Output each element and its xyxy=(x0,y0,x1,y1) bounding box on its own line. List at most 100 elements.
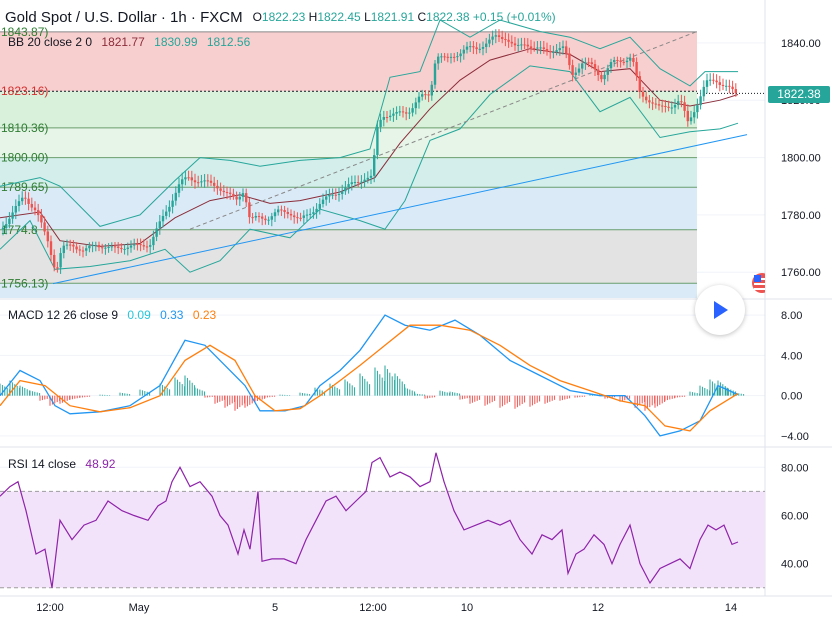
candle-body xyxy=(187,177,190,179)
candle-body xyxy=(561,46,565,49)
candle-body xyxy=(206,180,209,182)
candle-body xyxy=(184,177,187,180)
candle-body xyxy=(229,192,232,194)
candle-body xyxy=(568,53,571,66)
candle-body xyxy=(72,244,75,247)
candle-body xyxy=(734,89,737,94)
candle-body xyxy=(459,53,462,57)
candle-body xyxy=(651,102,654,104)
candle-body xyxy=(254,216,257,218)
candle-body xyxy=(334,194,337,196)
y-tick-label: −4.00 xyxy=(781,431,809,443)
candle-body xyxy=(369,175,373,178)
candle-body xyxy=(69,244,72,246)
macd-legend[interactable]: MACD 12 26 close 9 0.09 0.33 0.23 xyxy=(8,308,216,322)
candle-body xyxy=(165,211,168,216)
candle-body xyxy=(462,49,465,54)
candle-body xyxy=(296,217,299,219)
candle-body xyxy=(456,56,459,58)
candle-body xyxy=(501,37,504,39)
candle-body xyxy=(17,201,21,206)
y-tick-label: 80.00 xyxy=(781,462,809,474)
candle-body xyxy=(133,244,136,246)
candle-body xyxy=(693,112,696,118)
candle-body xyxy=(107,246,110,248)
candle-body xyxy=(85,248,88,251)
candle-body xyxy=(129,245,133,248)
candle-body xyxy=(142,245,145,247)
candle-body xyxy=(363,179,366,182)
bb-legend[interactable]: BB 20 close 2 0 1821.77 1830.99 1812.56 xyxy=(8,35,250,49)
fib-level-label: 1810.36) xyxy=(1,121,48,135)
x-tick-label: 12 xyxy=(592,602,604,614)
candle-body xyxy=(699,96,702,106)
candle-body xyxy=(488,39,491,44)
y-tick-label: 1780.00 xyxy=(781,210,821,222)
y-tick-label: 4.00 xyxy=(781,350,802,362)
candle-body xyxy=(475,47,478,50)
candle-body xyxy=(14,205,17,213)
close-value: 1822.38 xyxy=(426,10,470,24)
x-tick-label: 12:00 xyxy=(36,602,64,614)
macd-pane xyxy=(0,314,745,437)
candle-body xyxy=(712,79,715,81)
candle-body xyxy=(622,61,625,63)
candle-body xyxy=(286,211,289,214)
candle-body xyxy=(552,51,555,53)
candle-body xyxy=(75,246,78,250)
candle-body xyxy=(341,191,344,195)
candle-body xyxy=(542,47,545,49)
y-tick-label: 60.00 xyxy=(781,510,809,522)
candle-body xyxy=(305,214,309,216)
candle-body xyxy=(405,112,408,114)
candle-body xyxy=(520,44,523,46)
price-axis: 1760.001780.001800.001820.001840.00−4.00… xyxy=(781,38,821,571)
y-tick-label: 1840.00 xyxy=(781,38,821,50)
change-value: +0.15 (+0.01%) xyxy=(472,10,556,24)
candle-body xyxy=(136,244,139,246)
candle-body xyxy=(373,155,376,176)
candle-body xyxy=(190,177,193,181)
time-axis: 12:00 May 5 12:00 10 12 14 xyxy=(36,602,737,614)
low-label: L xyxy=(364,10,371,24)
candle-body xyxy=(149,245,152,247)
candle-body xyxy=(120,247,123,250)
fib-level-label: 1789.65) xyxy=(1,180,48,194)
candle-body xyxy=(645,96,648,101)
candle-body xyxy=(37,210,40,216)
chart-header: Gold Spot / U.S. Dollar · 1h · FXCM O182… xyxy=(0,6,556,28)
candle-body xyxy=(270,216,273,220)
trendline xyxy=(52,134,748,285)
candle-body xyxy=(78,249,81,251)
candle-body xyxy=(574,72,577,75)
candle-body xyxy=(677,101,680,105)
signal-line xyxy=(0,324,739,432)
candle-body xyxy=(689,117,693,122)
candle-body xyxy=(539,47,542,49)
candle-body xyxy=(261,216,264,219)
x-tick-label: 12:00 xyxy=(359,602,387,614)
candle-body xyxy=(721,84,725,86)
y-tick-label: 40.00 xyxy=(781,559,809,571)
us-flag-icon[interactable] xyxy=(751,272,772,294)
candle-body xyxy=(510,41,513,44)
candle-body xyxy=(62,245,65,254)
rsi-legend[interactable]: RSI 14 close 48.92 xyxy=(8,457,115,471)
play-button[interactable] xyxy=(695,285,745,335)
y-tick-label: 0.00 xyxy=(781,391,802,403)
candle-body xyxy=(392,113,395,116)
symbol-title[interactable]: Gold Spot / U.S. Dollar · 1h · FXCM xyxy=(5,8,243,26)
candle-body xyxy=(219,188,222,191)
candle-body xyxy=(56,267,59,269)
candle-body xyxy=(225,192,229,194)
fib-level-label: 1774.8 xyxy=(1,223,38,237)
candle-body xyxy=(507,39,510,42)
candle-body xyxy=(491,36,494,40)
candle-body xyxy=(609,62,613,69)
candle-body xyxy=(273,212,277,217)
candle-body xyxy=(600,75,603,80)
candle-body xyxy=(5,224,8,229)
candle-body xyxy=(625,60,629,63)
high-label: H xyxy=(308,10,318,24)
